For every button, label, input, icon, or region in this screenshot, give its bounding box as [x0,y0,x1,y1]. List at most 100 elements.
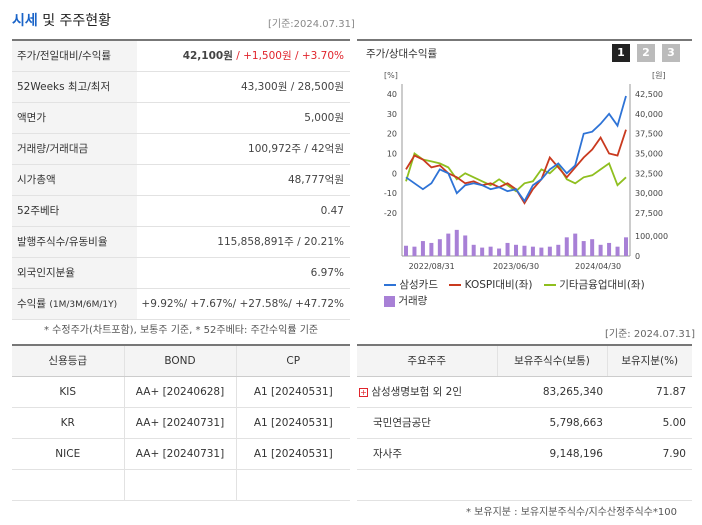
y-tick-right: 37,500 [635,130,663,139]
vol-tick: 0 [635,252,640,261]
table-row [357,469,692,501]
volume-bar [412,246,417,256]
vol-tick: 100,000 [635,232,668,241]
row-label: 주가/전일대비/수익률 [12,39,137,72]
y-tick-left: 40 [387,90,397,99]
cell: NICE [12,438,124,470]
row-label: 거래량/거래대금 [12,133,137,165]
table-row: NICE AA+ [20240731] A1 [20240531] [12,438,350,470]
title-highlight: 시세 [12,13,38,29]
volume-bar [615,246,620,256]
price-chart: [%] [원] 40 30 20 10 0 -10 -20 42,500 40,000 37,500 3… [384,71,668,271]
change-value: +1,500원 [243,50,292,63]
y-tick-right: 42,500 [635,90,663,99]
separator: / [291,50,302,63]
table-row: 시가총액 48,777억원 [12,164,350,196]
chart-page-1-button[interactable]: 1 [612,44,630,62]
base-date: [기준:2024.07.31] [268,19,355,30]
cell: A1 [20240531] [235,376,350,408]
col-header: 보유지분(%) [606,344,692,377]
chart-page-3-button[interactable]: 3 [662,44,680,62]
y-tick-right: 40,000 [635,110,663,119]
holder-pct: 7.90 [607,438,692,470]
col-header: 신용등급 [12,344,124,377]
volume-bar [564,237,569,256]
table-row: 발행주식수/유동비율 115,858,891주 / 20.21% [12,226,350,258]
table-row: 수익률 (1M/3M/6M/1Y) +9.92%/ +7.67%/ +27.58%… [12,288,350,320]
x-tick: 2024/04/30 [575,262,621,271]
holder-name: 삼성생명보험 외 2인 [371,386,462,398]
table-row: KIS AA+ [20240628] A1 [20240531] [12,376,350,408]
cell: AA+ [20240628] [123,376,236,408]
volume-bar [624,237,628,256]
table-row: 거래량/거래대금 100,972주 / 42억원 [12,133,350,165]
row-label: 발행주식수/유동비율 [12,226,137,258]
y-tick-left: 10 [387,150,397,159]
footnote: * 보유지분 : 보유지분주식수/지수산정주식수*100 [466,507,677,518]
table-row: 52주베타 0.47 [12,195,350,227]
row-label: 액면가 [12,102,137,134]
row-label: 외국인지분율 [12,257,137,289]
cell: A1 [20240531] [235,407,350,439]
holder-name: 자사주 [357,438,497,470]
volume-bar [446,233,451,256]
cell: KR [12,407,124,439]
row-value: 6.97% [137,257,350,289]
volume-bar [514,244,518,256]
left-unit-label: [%] [384,71,398,80]
row-value: 115,858,891주 / 20.21% [137,226,350,258]
table-row: 자사주 9,148,196 7.90 [357,438,692,470]
y-tick-left: -20 [384,209,397,218]
row-label: 52Weeks 최고/최저 [12,71,137,103]
volume-bar [556,244,561,256]
cell: A1 [20240531] [235,438,350,470]
holder-shares: 5,798,663 [497,407,607,439]
legend-item: KOSPI대비(좌) [464,279,533,291]
footnote: * 수정주가(차트포함), 보통주 기준, * 52주베타: 주간수익률 기준 [44,325,319,336]
row-value: 0.47 [137,195,350,227]
x-tick: 2023/06/30 [493,262,539,271]
page-title: 시세 및 주주현황 [12,10,111,30]
volume-bar [429,242,434,256]
expand-icon[interactable]: + [359,387,368,397]
row-label: 수익률 [17,298,46,310]
col-header: CP [235,344,350,377]
legend-line-icon [449,284,462,286]
chart-page-2-button[interactable]: 2 [637,44,655,62]
table-row: 액면가 5,000원 [12,102,350,134]
col-header: BOND [123,344,236,377]
chart-panel [357,39,692,311]
volume-bar [480,247,485,256]
right-unit-label: [원] [652,71,666,80]
legend-line-icon [384,284,396,286]
y-tick-right: 32,500 [635,169,663,178]
volume-bar [547,246,552,256]
table-row: 국민연금공단 5,798,663 5.00 [357,407,692,439]
table-row: KR AA+ [20240731] A1 [20240531] [12,407,350,439]
volume-bar [471,244,476,256]
volume-bar [598,244,603,256]
holder-pct: 71.87 [607,376,692,408]
holder-pct: 5.00 [607,407,692,439]
holder-shares: 9,148,196 [497,438,607,470]
legend-item: 삼성카드 [399,279,438,291]
row-value: 100,972주 / 42억원 [137,133,350,165]
y-tick-left: -10 [384,189,397,198]
volume-bar [539,247,544,256]
volume-bar [463,235,468,256]
y-tick-left: 0 [392,169,397,178]
y-tick-right: 27,500 [635,209,663,218]
holders-table: 주요주주 보유주식수(보통) 보유지분(%) + 삼성생명보험 외 2인 83,… [357,344,692,501]
table-row: 주가/전일대비/수익률 42,100원 / +1,500원 / +3.70% [12,39,350,72]
y-tick-left: 30 [387,110,397,119]
row-value: 48,777억원 [137,164,350,196]
col-header: 보유주식수(보통) [496,344,607,377]
volume-bar [404,245,408,256]
title-rest: 및 주주현황 [37,13,112,29]
row-label-small: (1M/3M/6M/1Y) [49,300,118,310]
credit-table: 신용등급 BOND CP KIS AA+ [20240628] A1 [2024… [12,344,350,501]
series-line-2 [405,152,627,193]
row-label: 시가총액 [12,164,137,196]
base-date-note: [기준: 2024.07.31] [605,329,696,340]
row-value: +9.92%/ +7.67%/ +27.58%/ +47.72% [137,288,350,320]
